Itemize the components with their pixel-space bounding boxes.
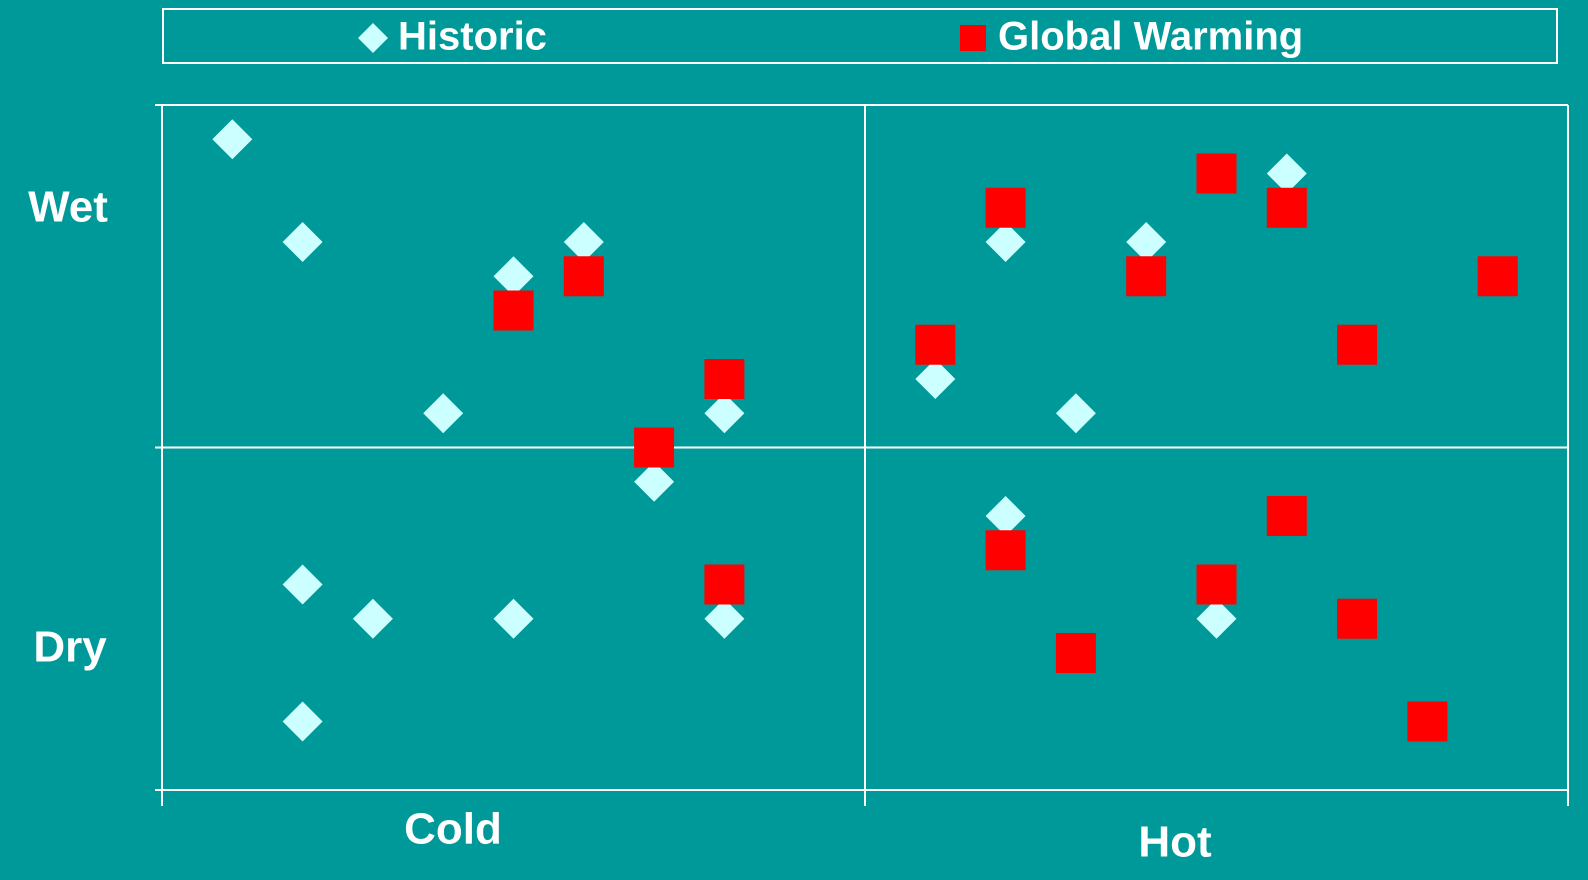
square-marker	[563, 256, 604, 297]
square-marker	[1407, 701, 1448, 742]
diamond-marker	[1126, 222, 1167, 262]
diamond-marker	[985, 222, 1026, 262]
diamond-marker	[1055, 393, 1096, 434]
legend-marker	[960, 25, 986, 51]
diamond-marker	[352, 598, 393, 639]
legend-label: Global Warming	[998, 15, 1303, 59]
diamond-marker	[493, 598, 534, 639]
diamond-marker	[704, 393, 745, 434]
diamond-marker	[563, 222, 604, 262]
diamond-marker	[493, 256, 534, 297]
x-axis-label: Hot	[1138, 818, 1212, 867]
square-marker	[1126, 256, 1167, 297]
y-axis-label: Wet	[28, 183, 108, 232]
square-marker	[1196, 564, 1237, 605]
x-axis-label: Cold	[404, 805, 502, 854]
diamond-marker	[1266, 153, 1307, 194]
square-marker	[985, 187, 1026, 228]
diamond-marker	[212, 119, 253, 160]
diamond-marker	[423, 393, 464, 434]
square-marker	[704, 359, 745, 399]
legend-marker	[358, 23, 388, 53]
square-marker	[985, 530, 1026, 571]
square-marker	[704, 564, 745, 605]
diamond-marker	[915, 359, 956, 399]
square-marker	[634, 427, 675, 468]
legend-box	[162, 8, 1558, 64]
square-marker	[915, 324, 956, 365]
diamond-marker	[1196, 598, 1237, 639]
square-marker	[1266, 496, 1307, 536]
diamond-marker	[634, 461, 675, 502]
square-marker	[1477, 256, 1518, 297]
square-marker	[1337, 598, 1378, 639]
square-marker	[1196, 153, 1237, 194]
diamond-marker	[282, 222, 323, 262]
square-marker	[1266, 187, 1307, 228]
legend-label: Historic	[398, 15, 547, 59]
y-axis-label: Dry	[33, 623, 107, 672]
square-marker	[1337, 324, 1378, 365]
diamond-marker	[704, 598, 745, 639]
diamond-marker	[985, 496, 1026, 536]
diamond-marker	[282, 701, 323, 742]
diamond-marker	[282, 564, 323, 605]
square-marker	[1055, 633, 1096, 673]
square-marker	[493, 290, 534, 331]
